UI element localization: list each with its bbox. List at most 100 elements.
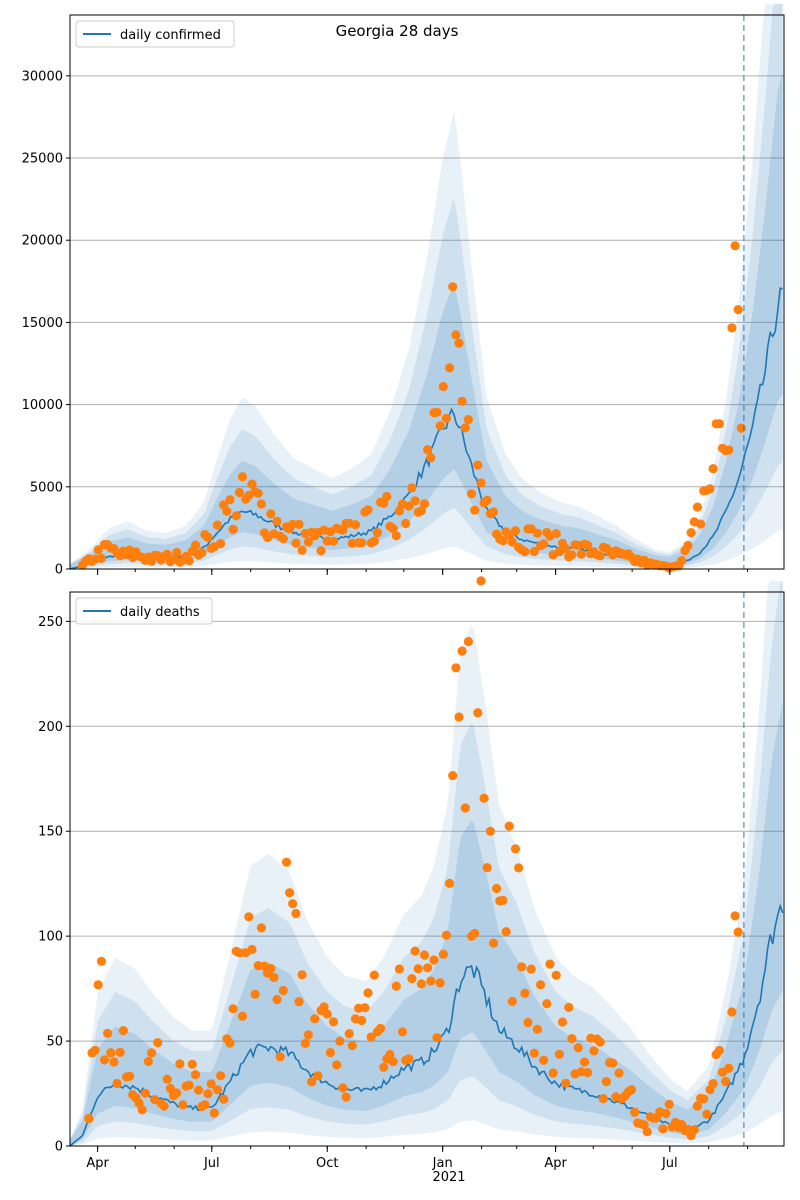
data-point bbox=[501, 927, 511, 937]
x-tick-label: Apr bbox=[544, 1156, 567, 1171]
data-point bbox=[93, 980, 103, 990]
data-point bbox=[683, 540, 693, 551]
data-point bbox=[608, 1058, 618, 1068]
data-point bbox=[297, 970, 307, 980]
data-point bbox=[457, 396, 467, 406]
data-point bbox=[482, 495, 492, 505]
data-point bbox=[557, 1017, 568, 1027]
data-point bbox=[125, 1071, 135, 1081]
plot-area bbox=[70, 592, 784, 1146]
data-point bbox=[730, 911, 740, 921]
data-point bbox=[554, 1049, 565, 1059]
x-tick-label: Jul bbox=[661, 1156, 678, 1171]
data-point bbox=[702, 1109, 712, 1119]
data-point bbox=[404, 1054, 414, 1064]
data-point bbox=[407, 483, 417, 493]
data-point bbox=[438, 949, 448, 959]
data-point bbox=[492, 883, 502, 894]
x-year-label: 2021 bbox=[432, 1170, 465, 1185]
data-point bbox=[234, 487, 244, 498]
data-point bbox=[363, 988, 373, 998]
data-point bbox=[595, 1037, 605, 1047]
data-point bbox=[598, 1094, 608, 1104]
data-point bbox=[394, 964, 404, 974]
data-point bbox=[410, 496, 420, 506]
data-point bbox=[733, 305, 743, 315]
data-point bbox=[190, 1070, 201, 1080]
data-point bbox=[316, 546, 326, 556]
data-point bbox=[438, 381, 448, 392]
data-point bbox=[84, 1113, 94, 1124]
data-point bbox=[328, 536, 339, 546]
data-point bbox=[705, 484, 715, 494]
data-point bbox=[504, 821, 514, 831]
data-point bbox=[404, 501, 414, 511]
data-point bbox=[369, 970, 379, 980]
data-point bbox=[134, 1098, 144, 1108]
data-point bbox=[212, 1085, 222, 1095]
data-point bbox=[542, 999, 552, 1009]
data-point bbox=[253, 488, 263, 498]
data-point bbox=[539, 1055, 549, 1065]
data-point bbox=[595, 551, 605, 561]
data-point bbox=[103, 1028, 113, 1038]
data-point bbox=[561, 544, 571, 554]
data-point bbox=[529, 1048, 539, 1058]
data-point bbox=[115, 1047, 125, 1057]
data-point bbox=[322, 1009, 332, 1019]
data-point bbox=[714, 1045, 725, 1055]
data-point bbox=[520, 988, 530, 998]
data-point bbox=[159, 1101, 169, 1111]
data-point bbox=[388, 1057, 398, 1067]
legend-box bbox=[75, 20, 235, 48]
legend-box bbox=[75, 597, 213, 625]
data-point bbox=[733, 927, 743, 937]
data-point bbox=[228, 524, 238, 534]
data-point bbox=[451, 663, 461, 673]
data-point bbox=[357, 538, 367, 548]
data-point bbox=[532, 1024, 543, 1034]
confidence-band bbox=[70, 580, 783, 1146]
data-point bbox=[225, 495, 235, 505]
data-point bbox=[576, 549, 586, 559]
data-point bbox=[589, 1046, 599, 1056]
observed-points bbox=[84, 576, 743, 1141]
data-point bbox=[288, 899, 298, 909]
data-point bbox=[548, 1068, 558, 1078]
y-tick-label: 10000 bbox=[22, 398, 63, 413]
data-point bbox=[347, 1041, 357, 1051]
data-point bbox=[197, 548, 207, 558]
data-point bbox=[335, 1036, 345, 1046]
data-point bbox=[561, 1078, 571, 1088]
data-point bbox=[435, 978, 445, 988]
y-tick-label: 250 bbox=[38, 615, 63, 630]
data-point bbox=[162, 549, 172, 559]
data-point bbox=[190, 540, 201, 550]
data-point bbox=[256, 499, 266, 509]
data-point bbox=[341, 1092, 351, 1102]
data-point bbox=[692, 502, 703, 512]
data-point bbox=[470, 928, 480, 938]
axes-frame bbox=[69, 591, 785, 1147]
data-point bbox=[407, 974, 417, 984]
series-line bbox=[69, 903, 784, 1147]
data-point bbox=[448, 771, 458, 781]
data-point bbox=[564, 1002, 574, 1013]
data-point bbox=[476, 576, 486, 586]
data-point bbox=[488, 507, 499, 517]
data-point bbox=[247, 479, 257, 489]
data-point bbox=[269, 972, 279, 983]
data-point bbox=[567, 550, 577, 560]
data-point bbox=[539, 539, 549, 549]
data-point bbox=[332, 1060, 342, 1070]
data-point bbox=[244, 912, 254, 922]
data-point bbox=[423, 445, 433, 455]
data-point bbox=[203, 532, 213, 543]
data-point bbox=[209, 1108, 219, 1118]
data-point bbox=[266, 509, 276, 519]
data-point bbox=[391, 981, 401, 991]
data-point bbox=[294, 997, 304, 1007]
data-point bbox=[350, 520, 361, 530]
data-point bbox=[303, 537, 313, 547]
data-point bbox=[460, 803, 470, 813]
